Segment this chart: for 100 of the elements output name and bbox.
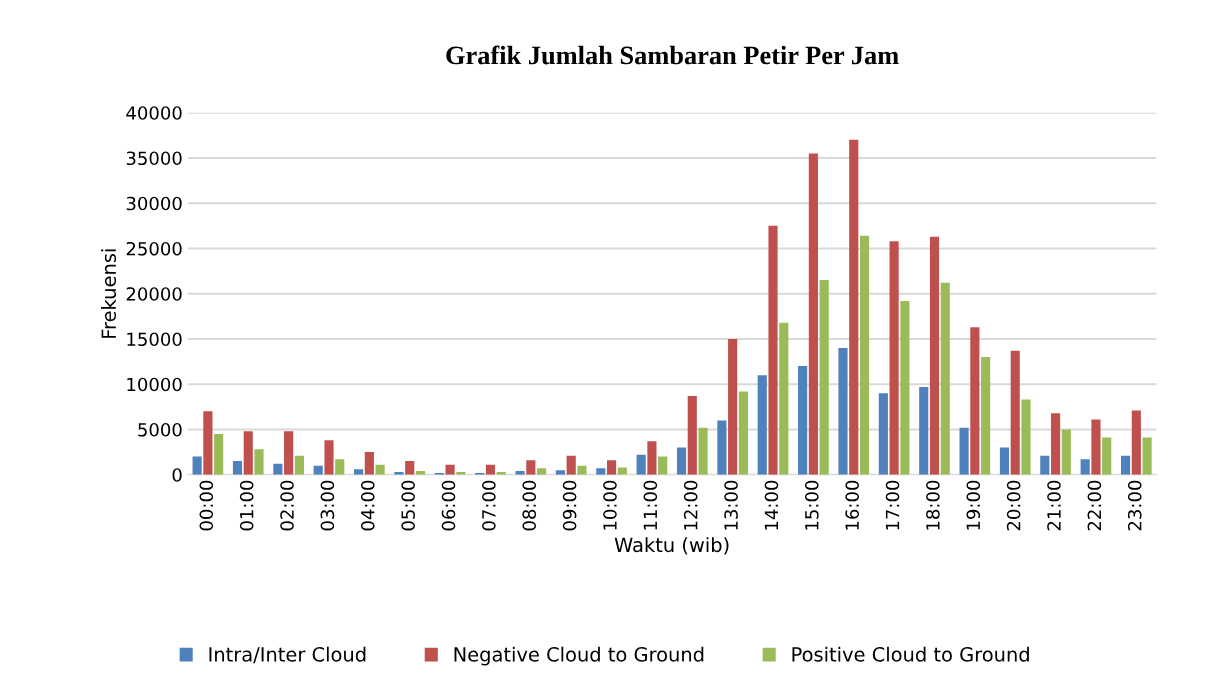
bar — [658, 456, 668, 475]
x-tick-label: 21:00 — [1047, 480, 1061, 531]
bar — [515, 471, 525, 475]
x-tick-label: 05:00 — [401, 480, 415, 531]
bar — [354, 469, 364, 475]
bar — [1142, 437, 1152, 475]
bar — [919, 386, 929, 475]
bar — [999, 447, 1010, 475]
bar — [779, 322, 789, 475]
bar — [900, 300, 910, 475]
bar — [232, 461, 243, 475]
bar — [838, 347, 848, 475]
x-tick-label: 23:00 — [1127, 480, 1142, 531]
bar — [1102, 437, 1112, 475]
bar — [203, 411, 213, 475]
legend-label: Negative Cloud to Ground — [454, 646, 704, 666]
bar — [929, 236, 940, 475]
x-tick-label: 09:00 — [562, 480, 577, 531]
bar — [647, 441, 657, 475]
x-tick-label: 13:00 — [724, 480, 738, 530]
bar — [1120, 455, 1131, 475]
x-tick-label: 20:00 — [1006, 480, 1021, 531]
x-tick-label: 12:00 — [683, 480, 698, 530]
y-tick-label: 20000 — [126, 287, 182, 301]
bar — [808, 153, 818, 475]
x-tick-label: 01:00 — [239, 480, 254, 531]
bar — [214, 433, 224, 475]
bar — [537, 468, 547, 475]
bar — [1021, 399, 1031, 475]
bar — [192, 456, 202, 475]
bar — [981, 357, 991, 475]
x-axis-title: Waktu (wib) — [614, 537, 729, 555]
bar — [1010, 350, 1020, 475]
x-tick-label: 17:00 — [885, 480, 900, 530]
x-tick-label: 19:00 — [966, 480, 981, 530]
bar — [687, 395, 697, 475]
legend-label: Intra/Inter Cloud — [209, 646, 366, 664]
bar — [728, 338, 738, 475]
y-tick-label: 30000 — [126, 196, 182, 211]
x-tick-label: 11:00 — [643, 480, 658, 530]
x-tick-label: 18:00 — [926, 480, 940, 530]
x-tick-label: 03:00 — [320, 480, 335, 531]
bar — [606, 460, 617, 475]
bar — [1131, 410, 1141, 475]
bar — [1091, 419, 1101, 475]
bar — [798, 366, 808, 475]
bar — [768, 225, 778, 475]
x-tick-label: 08:00 — [522, 480, 537, 531]
y-tick-label: 40000 — [126, 106, 182, 120]
bar — [526, 460, 536, 475]
bar — [364, 452, 374, 475]
x-tick-label: 02:00 — [280, 480, 294, 531]
x-tick-label: 14:00 — [764, 480, 779, 530]
y-axis-title: Frekuensi — [101, 249, 117, 338]
bar — [405, 461, 415, 475]
y-tick-label: 25000 — [126, 241, 182, 256]
bar — [878, 393, 888, 475]
x-tick-label: 10:00 — [603, 480, 617, 530]
legend-label: Positive Cloud to Ground — [792, 646, 1029, 662]
bar — [1051, 413, 1061, 475]
bar — [324, 440, 334, 475]
bar — [596, 468, 606, 475]
bar — [698, 427, 708, 475]
x-tick-label: 07:00 — [482, 480, 496, 531]
chart-title: Grafik Jumlah Sambaran Petir Per Jam — [446, 45, 899, 65]
bar — [1061, 429, 1071, 475]
bar — [284, 431, 294, 475]
bar — [577, 465, 587, 475]
bar — [757, 375, 767, 475]
bar — [940, 282, 950, 475]
bar — [738, 391, 748, 475]
bar — [1080, 459, 1090, 475]
x-tick-label: 00:00 — [199, 480, 214, 531]
bar — [566, 455, 576, 475]
bar — [636, 454, 646, 475]
bar — [970, 327, 980, 475]
bar — [859, 235, 870, 475]
bar — [959, 427, 969, 475]
bar — [819, 280, 829, 475]
bar — [676, 447, 687, 475]
bar — [617, 467, 627, 475]
y-tick-label: 5000 — [138, 422, 182, 437]
bar — [243, 431, 253, 475]
bar — [294, 455, 304, 475]
x-tick-label: 06:00 — [441, 480, 456, 531]
x-tick-label: 22:00 — [1087, 480, 1102, 531]
bar — [1040, 455, 1050, 475]
bar — [849, 139, 859, 475]
y-tick-label: 10000 — [127, 377, 182, 392]
x-tick-label: 04:00 — [360, 480, 375, 531]
y-tick-label: 35000 — [126, 151, 182, 166]
y-tick-label: 15000 — [127, 332, 182, 347]
bar — [254, 449, 264, 475]
bar — [273, 463, 283, 475]
x-tick-label: 15:00 — [804, 480, 819, 530]
x-tick-label: 16:00 — [845, 480, 859, 530]
y-tick-label: 0 — [172, 468, 182, 482]
bar — [889, 241, 899, 475]
bar — [335, 459, 345, 475]
bar — [717, 420, 727, 475]
